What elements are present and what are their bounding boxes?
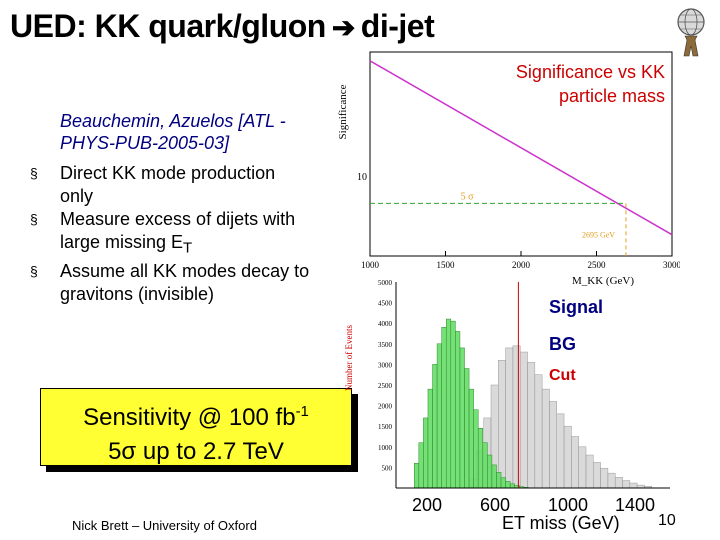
y-tick-label: 3500: [378, 341, 393, 349]
list-item: § Assume all KK modes decay to gravitons …: [30, 260, 310, 304]
signal-bar: [487, 454, 493, 489]
slide-title: UED: KK quark/gluon ➔ di-jet: [10, 8, 435, 45]
signal-bar: [445, 318, 452, 489]
sensitivity-line2: 5σ up to 2.7 TeV: [108, 438, 284, 465]
bg-bar: [563, 425, 572, 489]
signal-bar: [473, 409, 479, 489]
legend-cut: Cut: [549, 367, 576, 384]
x-axis-title: ET miss (GeV): [502, 513, 620, 533]
y-tick-label: 4000: [378, 320, 393, 328]
mass-label: 2695 GeV: [582, 230, 615, 239]
five-sigma-label: 5 σ: [461, 191, 475, 202]
y-tick-label: 10: [357, 172, 367, 183]
bg-bar: [600, 467, 609, 489]
bg-bar: [519, 351, 528, 489]
bg-bar: [585, 454, 594, 489]
signal-bar: [418, 442, 424, 489]
x-tick-label: 2500: [588, 260, 607, 270]
significance-chart: Significance 10 1000 1500 2000 2500 3000 5 σ…: [337, 51, 680, 287]
signal-bar: [423, 417, 429, 489]
y-axis-label: Number of Events: [344, 325, 354, 391]
bg-bar: [614, 477, 623, 489]
significance-line: [369, 60, 673, 236]
signal-bar: [500, 477, 506, 489]
x-tick-label: 3000: [663, 260, 680, 270]
x-tick-label: 1000: [361, 260, 380, 270]
title-left: UED: KK quark/gluon: [10, 8, 326, 44]
bullet-square-icon: §: [30, 211, 38, 227]
bg-bar: [512, 345, 521, 489]
x-tick-label: 2000: [512, 260, 531, 270]
signal-bar: [459, 347, 465, 489]
y-axis-label: Significance: [337, 84, 349, 139]
signal-bar: [491, 464, 497, 489]
right-arrow-icon: ➔: [331, 12, 355, 43]
signal-bar: [441, 327, 447, 489]
legend-signal: Signal: [549, 297, 604, 317]
bg-bar: [593, 462, 601, 489]
plot-frame: [369, 51, 673, 257]
signal-bar: [482, 442, 488, 489]
signal-bar: [505, 481, 511, 489]
signal-bar: [464, 368, 470, 489]
signal-bar: [427, 388, 433, 489]
y-tick-label: 5000: [378, 279, 393, 287]
y-tick-label: 4500: [378, 300, 393, 308]
y-tick-label: 1500: [378, 423, 393, 431]
page-number: 10: [658, 512, 676, 529]
bg-bar: [556, 413, 565, 489]
bg-bar: [505, 347, 514, 489]
histogram-chart: Number of Events 5000 4500 4000 3500 3000 250…: [344, 279, 670, 489]
signal-bar: [436, 343, 442, 489]
footer-author: Nick Brett – University of Oxford: [72, 518, 257, 533]
reference-text: Beauchemin, Azuelos [ATL -PHYS-PUB-2005-…: [60, 111, 286, 153]
x-tick-label: 1000: [548, 495, 589, 515]
bullet-list: § Direct KK mode production only § Measure…: [10, 162, 310, 306]
y-tick-label: 500: [382, 464, 393, 472]
signal-bar: [455, 331, 461, 489]
bullet-square-icon: §: [30, 262, 38, 279]
sensitivity-box: Sensitivity @ 100 fb-1 5σ up to 2.7 TeV: [40, 388, 352, 466]
atlas-logo-icon: [677, 8, 705, 57]
histogram-bars: [414, 318, 652, 489]
signal-bar: [496, 472, 502, 489]
signal-bar: [432, 364, 438, 489]
bg-bar: [498, 360, 506, 489]
signal-bar: [414, 463, 420, 489]
x-tick-label: 1400: [615, 495, 656, 515]
x-tick-label: 1500: [437, 260, 456, 270]
x-tick-label: 200: [412, 495, 443, 515]
chart-title: Significance vs KK particle mass: [515, 62, 665, 106]
bg-bar: [607, 472, 616, 489]
y-ticks: 5000 4500 4000 3500 3000 2500 2000 1500 1000 500: [378, 279, 393, 472]
subscript: T: [183, 239, 193, 257]
bg-bar: [527, 362, 536, 489]
bg-bar: [622, 480, 631, 489]
x-tick-label: 600: [480, 495, 511, 515]
legend-bg: BG: [549, 334, 576, 354]
bg-bar: [629, 482, 638, 489]
y-tick-label: 2500: [378, 382, 393, 390]
title-right: di-jet: [360, 8, 435, 44]
x-ticks: 1000 1500 2000 2500 3000: [361, 251, 680, 270]
y-tick-label: 3000: [378, 361, 393, 369]
signal-bar: [477, 428, 484, 489]
list-item: § Direct KK mode production only: [30, 163, 276, 206]
list-item: § Measure excess of dijets with large mis…: [30, 209, 296, 257]
bg-bar: [549, 401, 557, 489]
bg-bar: [541, 388, 550, 489]
signal-bar: [468, 388, 474, 489]
x-axis-label: M_KK (GeV): [572, 275, 634, 287]
y-tick-label: 1000: [378, 444, 393, 452]
bg-bar: [571, 436, 579, 489]
sensitivity-line1: Sensitivity @ 100 fb-1: [83, 403, 309, 431]
y-tick-label: 2000: [378, 403, 393, 411]
bg-bar: [578, 446, 587, 489]
signal-bar: [509, 483, 515, 489]
bg-bar: [534, 374, 543, 489]
bullet-square-icon: §: [30, 165, 38, 181]
signal-bar: [450, 320, 456, 489]
